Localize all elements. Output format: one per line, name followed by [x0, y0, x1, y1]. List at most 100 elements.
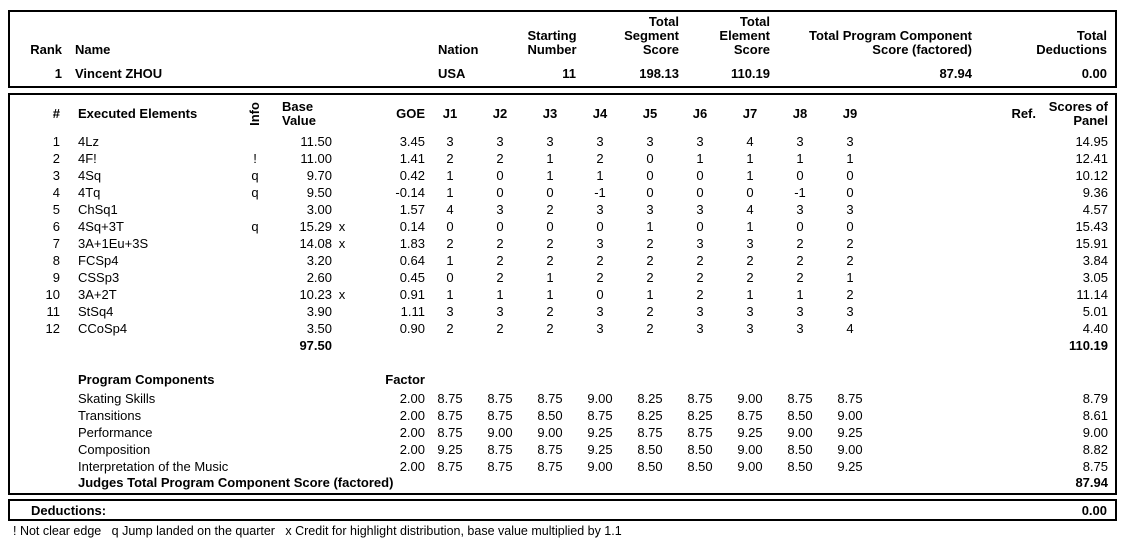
component-score-j5: 8.75	[637, 425, 663, 440]
component-score-j3: 8.75	[537, 442, 563, 457]
element-number: 11	[46, 304, 61, 319]
judge-score-j9: 1	[846, 151, 854, 166]
col-header-total-pcs: Total Program Component Score (factored)	[809, 28, 972, 57]
element-x-credit-mark	[332, 133, 352, 150]
element-row: 1 4Lz 11.50 3.45 3 3 3 3 3 3 4 3 3 14.95	[10, 133, 1115, 150]
element-goe: 0.64	[399, 253, 425, 268]
component-score-j6: 8.25	[687, 408, 713, 423]
component-score-j6: 8.75	[687, 425, 713, 440]
judge-score-j4: -1	[594, 185, 606, 200]
element-ref	[875, 303, 1040, 320]
component-score-j6: 8.75	[687, 391, 713, 406]
judge-score-j6: 3	[696, 134, 704, 149]
judge-score-j9: 0	[846, 185, 854, 200]
result-total-pcs: 87.94	[939, 65, 972, 81]
component-score-j4: 9.00	[587, 459, 613, 474]
component-name: Performance	[78, 425, 153, 440]
element-goe: 1.83	[399, 236, 425, 251]
component-score-j1: 8.75	[437, 459, 463, 474]
element-name: 4Sq+3T	[78, 219, 124, 234]
element-base-value: 10.23	[299, 287, 332, 302]
element-number: 6	[52, 219, 60, 234]
program-components-header: Program Components Factor	[10, 369, 1115, 390]
program-components-title: Program Components	[78, 372, 215, 387]
judge-score-j3: 1	[546, 151, 554, 166]
judge-score-j2: 0	[496, 219, 504, 234]
judge-score-j2: 3	[496, 202, 504, 217]
judge-score-j4: 0	[596, 219, 604, 234]
element-row: 10 3A+2T 10.23 x 0.91 1 1 1 0 1 2 1 1 2 …	[10, 286, 1115, 303]
element-ref	[875, 320, 1040, 337]
element-panel-score: 11.14	[1076, 287, 1108, 302]
judge-score-j9: 0	[846, 168, 854, 183]
element-row: 8 FCSp4 3.20 0.64 1 2 2 2 2 2 2 2 2 3.84	[10, 252, 1115, 269]
component-score-j7: 9.00	[737, 391, 763, 406]
element-ref	[875, 184, 1040, 201]
col-header-total-deductions: Total Deductions	[1036, 28, 1107, 57]
col-header-j7: J7	[742, 106, 758, 121]
element-ref	[875, 235, 1040, 252]
element-row: 4 4Tq q 9.50 -0.14 1 0 0 -1 0 0 0 -1 0 9…	[10, 184, 1115, 201]
col-header-starting-number: Starting Number	[527, 28, 577, 57]
component-score-j4: 9.25	[587, 442, 613, 457]
judge-score-j8: 3	[796, 304, 804, 319]
judge-score-j9: 1	[846, 270, 854, 285]
judge-score-j8: 2	[796, 236, 804, 251]
judge-score-j8: 1	[796, 151, 804, 166]
component-score-j5: 8.25	[637, 391, 663, 406]
component-score-j7: 9.00	[737, 442, 763, 457]
total-panel-score: 110.19	[1068, 338, 1108, 353]
judge-score-j2: 2	[496, 321, 504, 336]
element-x-credit-mark	[332, 269, 352, 286]
info-rotated-label: Info	[247, 102, 263, 126]
component-name: Transitions	[78, 408, 142, 423]
judge-score-j6: 3	[696, 202, 704, 217]
element-info-flag	[245, 133, 265, 150]
component-factor: 2.00	[399, 391, 425, 406]
judge-score-j7: 4	[746, 202, 754, 217]
element-x-credit-mark: x	[338, 219, 346, 234]
element-goe: 1.11	[400, 304, 425, 319]
element-base-value: 3.20	[306, 253, 332, 268]
judge-score-j4: 0	[596, 287, 604, 302]
component-factor: 2.00	[399, 442, 425, 457]
judge-score-j4: 2	[596, 253, 604, 268]
judge-score-j3: 1	[546, 270, 554, 285]
judge-score-j3: 2	[546, 253, 554, 268]
element-panel-score: 9.36	[1082, 185, 1108, 200]
element-ref	[875, 201, 1040, 218]
component-name: Interpretation of the Music	[78, 459, 229, 474]
elements-total-row: 97.50 110.19	[10, 337, 1115, 355]
element-panel-score: 10.12	[1075, 168, 1108, 183]
element-info-flag	[245, 269, 265, 286]
judge-score-j2: 1	[496, 287, 504, 302]
judge-score-j7: 2	[746, 253, 754, 268]
judge-score-j3: 3	[546, 134, 554, 149]
judge-score-j7: 1	[746, 151, 754, 166]
element-name: 4Tq	[78, 185, 101, 200]
element-name: CSSp3	[78, 270, 120, 285]
skater-name: Vincent ZHOU	[75, 65, 163, 81]
result-row: 1 Vincent ZHOU USA 11 198.13 110.19 87.9…	[10, 61, 1115, 86]
judge-score-j8: 0	[796, 168, 804, 183]
element-goe: 1.41	[399, 151, 425, 166]
component-panel-score: 8.75	[1082, 459, 1108, 474]
component-score-j3: 8.75	[537, 459, 563, 474]
component-score-j1: 9.25	[437, 442, 463, 457]
judge-score-j2: 2	[496, 151, 504, 166]
judge-score-j6: 2	[696, 270, 704, 285]
components-total-label: Judges Total Program Component Score (fa…	[78, 475, 394, 490]
judge-score-j5: 2	[646, 304, 654, 319]
col-header-j1: J1	[442, 106, 458, 121]
col-header-info: Info	[245, 102, 265, 126]
component-score-j9: 9.25	[837, 425, 863, 440]
element-goe: 0.91	[399, 287, 425, 302]
judge-score-j7: 3	[746, 236, 754, 251]
judge-score-j4: 3	[596, 202, 604, 217]
element-name: 3A+1Eu+3S	[78, 236, 149, 251]
col-header-j4: J4	[592, 106, 608, 121]
component-score-j3: 9.00	[537, 425, 563, 440]
judge-score-j8: 2	[796, 253, 804, 268]
component-score-j2: 9.00	[487, 425, 513, 440]
judge-score-j7: 0	[746, 185, 754, 200]
